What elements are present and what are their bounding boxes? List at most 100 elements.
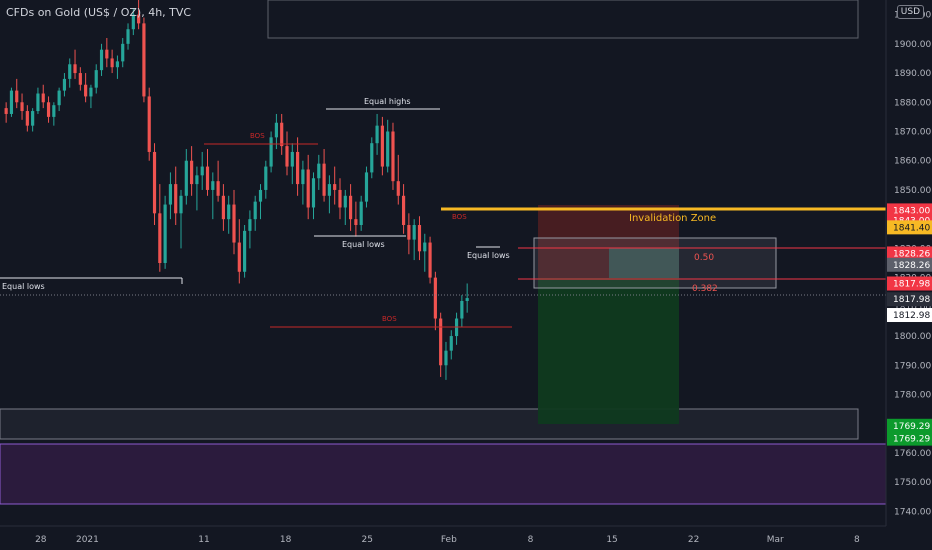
candle-body <box>269 137 273 167</box>
candle-body <box>439 318 443 366</box>
x-tick-label: 11 <box>198 535 209 545</box>
candle-body <box>52 105 56 117</box>
candle-body <box>327 184 331 196</box>
candle-body <box>285 146 289 167</box>
candle-body <box>274 122 278 138</box>
candle-body <box>152 151 157 214</box>
candle-body <box>296 151 300 185</box>
candle-body <box>195 175 199 185</box>
candle-body <box>380 125 384 167</box>
candle-body <box>401 195 406 226</box>
candle-body <box>46 102 51 117</box>
bos-label-1: BOS <box>250 132 265 140</box>
candle-body <box>62 78 67 91</box>
fib-050-label: 0.50 <box>694 253 714 263</box>
currency-badge[interactable]: USD <box>896 5 924 19</box>
y-tick-label: 1850.00 <box>894 186 931 196</box>
candle-body <box>449 336 453 351</box>
candle-body <box>417 225 422 252</box>
candle-body <box>89 87 93 97</box>
x-tick-label: Feb <box>441 535 457 545</box>
candle-body <box>444 350 448 366</box>
price-label-bg <box>887 246 932 261</box>
candle-body <box>68 64 72 79</box>
candle-body <box>168 184 173 205</box>
candle-body <box>301 169 305 185</box>
price-label-bg <box>887 308 932 323</box>
candle-body <box>137 14 141 24</box>
x-tick-label: 8 <box>528 535 534 545</box>
y-tick-label: 1880.00 <box>894 98 931 108</box>
candle-body <box>216 181 220 196</box>
candle-body <box>73 64 77 74</box>
candle-body <box>131 14 135 30</box>
candle-body <box>174 184 178 214</box>
price-label: 1812.98 <box>893 311 930 321</box>
bos-label-3: BOS <box>452 213 467 221</box>
candle-body <box>221 195 225 220</box>
equal-highs-label: Equal highs <box>364 97 410 106</box>
price-label: 1828.26 <box>893 261 930 271</box>
candle-body <box>94 70 98 88</box>
price-label: 1843.00 <box>893 206 930 216</box>
y-tick-label: 1750.00 <box>894 478 931 488</box>
candle-body <box>184 160 188 196</box>
candle-body <box>126 29 130 44</box>
candle-body <box>9 90 14 114</box>
candle-body <box>121 43 125 62</box>
candle-body <box>248 219 252 231</box>
price-label-bg <box>887 292 932 307</box>
candle-body <box>205 166 210 190</box>
y-tick-label: 1860.00 <box>894 157 931 167</box>
y-tick-label: 1760.00 <box>894 449 931 459</box>
candle-body <box>264 166 268 190</box>
candle-body <box>105 49 109 59</box>
price-label: 1769.29 <box>893 422 930 432</box>
candle-body <box>15 90 19 103</box>
candle-body <box>227 204 231 220</box>
chart-title: CFDs on Gold (US$ / OZ), 4h, TVC <box>6 6 192 19</box>
purple-zone-box <box>0 443 887 505</box>
equal-lows-label-mid: Equal lows <box>342 240 385 249</box>
candle-body <box>423 242 427 252</box>
candle-body <box>322 163 326 196</box>
candle-body <box>333 184 337 190</box>
x-tick-label: Mar <box>767 535 784 545</box>
candle-body <box>258 189 263 202</box>
candle-body <box>317 163 321 179</box>
candle-body <box>311 178 316 208</box>
candle-body <box>354 219 358 226</box>
price-label: 1817.98 <box>893 280 930 290</box>
candle-body <box>232 204 236 243</box>
candle-body <box>412 225 416 240</box>
x-tick-label: 22 <box>688 535 699 545</box>
candle-body <box>465 298 469 301</box>
stop-loss-zone <box>538 205 679 278</box>
price-label-bg <box>887 220 932 235</box>
candle-body <box>428 242 432 278</box>
candle-body <box>142 23 146 97</box>
price-label: 1817.98 <box>893 295 930 305</box>
candle-body <box>460 300 464 319</box>
x-tick-label: 2021 <box>76 535 99 545</box>
zones-layer <box>0 0 887 505</box>
candle-body <box>375 125 379 144</box>
candle-body <box>190 160 194 185</box>
candle-body <box>31 111 35 126</box>
candle-body <box>396 181 400 196</box>
candle-body <box>84 84 88 97</box>
candle-body <box>110 58 114 68</box>
candle-body <box>280 122 284 147</box>
y-tick-label: 1810.00 <box>894 303 931 313</box>
candle-body <box>364 172 369 202</box>
y-tick-label: 1800.00 <box>894 332 931 342</box>
y-tick-label: 1870.00 <box>894 128 931 138</box>
candle-body <box>99 49 104 71</box>
x-tick-label: 18 <box>280 535 292 545</box>
candle-body <box>348 195 353 220</box>
candle-body <box>36 93 40 112</box>
y-tick-label: 1900.00 <box>894 40 931 50</box>
candle-body <box>200 166 204 176</box>
candle-body <box>147 96 151 152</box>
